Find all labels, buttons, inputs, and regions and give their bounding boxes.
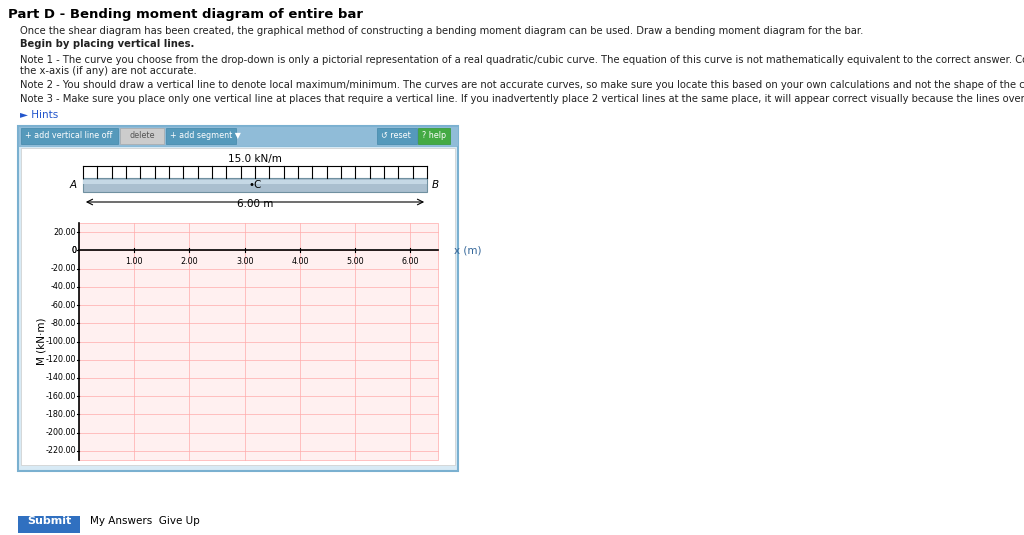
Text: 15.0 kN/m: 15.0 kN/m (228, 154, 282, 164)
Bar (79, 223, 438, 460)
FancyBboxPatch shape (377, 128, 417, 144)
Text: -40.00: -40.00 (50, 282, 76, 292)
Text: -160.00: -160.00 (46, 392, 76, 401)
Text: + add vertical line off: + add vertical line off (25, 131, 113, 140)
Text: 6.00 m: 6.00 m (237, 199, 273, 209)
Text: 6.00: 6.00 (401, 257, 419, 266)
Text: Begin by placing vertical lines.: Begin by placing vertical lines. (20, 39, 195, 49)
Text: 2.00: 2.00 (180, 257, 199, 266)
Text: delete: delete (129, 131, 155, 140)
Text: 3.00: 3.00 (236, 257, 254, 266)
Text: -220.00: -220.00 (45, 446, 76, 455)
Text: Part D - Bending moment diagram of entire bar: Part D - Bending moment diagram of entir… (8, 8, 362, 21)
Text: 20.00: 20.00 (53, 227, 76, 236)
Text: -140.00: -140.00 (46, 373, 76, 383)
FancyBboxPatch shape (18, 126, 458, 471)
Bar (18, 516, 80, 533)
Text: -100.00: -100.00 (46, 337, 76, 346)
Text: the x-axis (if any) are not accurate.: the x-axis (if any) are not accurate. (20, 66, 197, 76)
Text: ↺ reset: ↺ reset (381, 131, 411, 140)
Text: Note 3 - Make sure you place only one vertical line at places that require a ver: Note 3 - Make sure you place only one ve… (20, 94, 1024, 104)
Text: Submit: Submit (27, 516, 71, 526)
Text: 0: 0 (71, 246, 76, 255)
Text: •C: •C (248, 180, 262, 190)
Text: + add segment ▼: + add segment ▼ (170, 131, 241, 140)
Bar (22, 148, 455, 465)
Text: -180.00: -180.00 (46, 410, 76, 419)
Text: -20.00: -20.00 (50, 264, 76, 273)
Text: x (m): x (m) (454, 246, 481, 255)
Text: ? help: ? help (422, 131, 446, 140)
Text: Note 1 - The curve you choose from the drop-down is only a pictorial representat: Note 1 - The curve you choose from the d… (20, 55, 1024, 65)
Text: ► Hints: ► Hints (20, 110, 58, 120)
Text: 5.00: 5.00 (346, 257, 364, 266)
Text: M (kN·m): M (kN·m) (36, 318, 46, 365)
Text: Once the shear diagram has been created, the graphical method of constructing a : Once the shear diagram has been created,… (20, 26, 863, 36)
Bar (83, 180, 427, 184)
FancyBboxPatch shape (22, 128, 118, 144)
FancyBboxPatch shape (120, 128, 164, 144)
Text: Note 2 - You should draw a vertical line to denote local maximum/minimum. The cu: Note 2 - You should draw a vertical line… (20, 80, 1024, 90)
Bar (18, 126, 458, 146)
Text: -200.00: -200.00 (45, 428, 76, 437)
Text: My Answers  Give Up: My Answers Give Up (90, 516, 200, 526)
Text: A: A (70, 180, 77, 190)
Text: -80.00: -80.00 (50, 319, 76, 328)
Text: -120.00: -120.00 (45, 355, 76, 364)
Text: B: B (432, 180, 439, 190)
Text: -60.00: -60.00 (50, 301, 76, 310)
Text: 0: 0 (71, 246, 76, 255)
FancyBboxPatch shape (418, 128, 450, 144)
Text: 4.00: 4.00 (291, 257, 308, 266)
FancyBboxPatch shape (166, 128, 236, 144)
Bar (83, 178, 427, 192)
Text: 1.00: 1.00 (126, 257, 143, 266)
